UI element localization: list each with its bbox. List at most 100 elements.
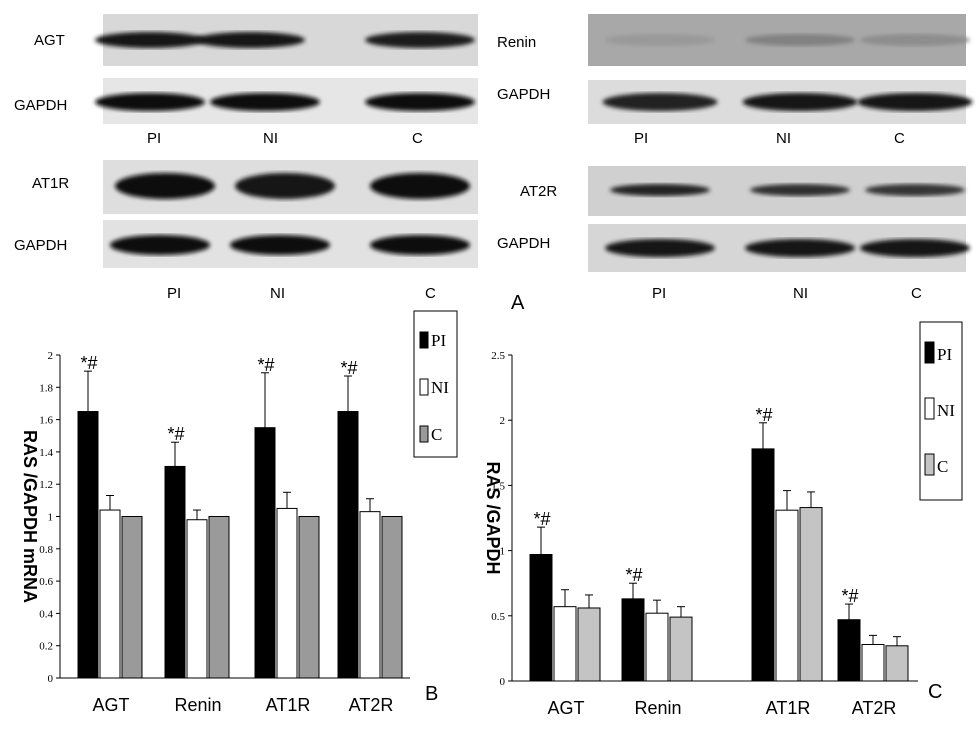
bar-pi-agt [529, 554, 553, 682]
lane-label-c: C [894, 130, 905, 147]
legend-c: PI NI C [919, 321, 963, 501]
x-category-renin: Renin [174, 695, 221, 715]
y-tick-label: 2 [48, 350, 54, 362]
y-axis-label: RAS /GAPDH [483, 461, 503, 574]
y-tick-label: 1.2 [39, 479, 53, 491]
bar-pi-renin [164, 465, 186, 679]
bar-ni-at2r [359, 511, 381, 679]
bar-c-at2r [381, 516, 403, 679]
y-tick-label: 1.4 [39, 447, 53, 459]
blot-band [602, 93, 718, 111]
lane-label-c: C [425, 285, 436, 302]
blot-band [860, 34, 970, 46]
blot-strip-agt [95, 14, 478, 66]
significance-mark: *# [841, 586, 858, 606]
legend-label-c: C [431, 425, 442, 444]
bar-pi-renin [621, 598, 645, 682]
significance-mark: *# [167, 424, 184, 444]
blot-band [857, 93, 973, 111]
blot-label-gapdh: GAPDH [497, 86, 550, 103]
y-tick-label: 1.8 [39, 382, 53, 394]
bar-ni-renin [645, 612, 669, 682]
lane-label-pi: PI [167, 285, 181, 302]
blot-band [95, 93, 205, 111]
blot-strip-gapdh-1 [95, 78, 478, 124]
blot-label-gapdh: GAPDH [14, 237, 67, 254]
bar-pi-at1r [254, 427, 276, 679]
blot-label-at1r: AT1R [32, 175, 69, 192]
blot-label-gapdh: GAPDH [497, 235, 550, 252]
blot-band [865, 184, 965, 196]
legend-swatch-pi [419, 331, 429, 349]
legend-swatch-ni [924, 397, 935, 420]
legend-swatch-pi [924, 341, 935, 364]
bar-ni-renin [186, 519, 208, 679]
x-category-agt: AGT [547, 698, 584, 718]
y-tick-label: 1 [500, 546, 506, 558]
blot-band [230, 235, 330, 255]
y-tick-label: 1.6 [39, 415, 53, 427]
bar-c-at1r [799, 507, 823, 682]
legend-swatch-c [924, 453, 935, 476]
panel-letter-a: A [511, 292, 525, 314]
y-tick-label: 0 [48, 673, 54, 685]
bar-c-at2r [885, 645, 909, 682]
bar-pi-at2r [837, 619, 861, 682]
lane-label-c: C [911, 285, 922, 302]
bar-ni-at2r [861, 643, 885, 682]
bar-c-renin [208, 516, 230, 679]
x-category-at1r: AT1R [766, 698, 811, 718]
bar-pi-at2r [337, 411, 359, 679]
lane-label-c: C [412, 130, 423, 147]
significance-mark: *# [80, 353, 97, 373]
significance-mark: *# [257, 355, 274, 375]
blot-band [745, 34, 855, 46]
blot-band [365, 32, 475, 48]
legend-swatch-ni [419, 378, 429, 396]
legend-label-c: C [937, 457, 948, 476]
lane-label-ni: NI [263, 130, 278, 147]
bar-c-agt [577, 607, 601, 682]
blot-band [195, 32, 305, 48]
lane-label-pi: PI [147, 130, 161, 147]
blot-band [610, 184, 710, 196]
blot-band [210, 93, 320, 111]
blot-label-renin: Renin [497, 34, 536, 51]
y-tick-label: 2.5 [491, 350, 505, 362]
bar-c-agt [121, 516, 143, 679]
bar-ni-agt [99, 509, 121, 679]
blot-strip-gapdh-2 [103, 220, 478, 268]
x-category-renin: Renin [634, 698, 681, 718]
blot-band [860, 239, 970, 257]
blot-label-agt: AGT [34, 32, 65, 49]
lane-label-ni: NI [776, 130, 791, 147]
bar-ni-at1r [775, 509, 799, 682]
lane-label-ni: NI [270, 285, 285, 302]
y-tick-label: 0 [500, 676, 506, 688]
legend-swatch-c [419, 425, 429, 443]
blot-band [370, 235, 470, 255]
y-tick-label: 1 [48, 512, 54, 524]
significance-mark: *# [533, 509, 550, 529]
y-tick-label: 0.4 [39, 608, 53, 620]
y-tick-label: 0.2 [39, 641, 53, 653]
blot-band [742, 93, 858, 111]
blot-band [95, 32, 205, 48]
western-blot-panel: AGT GAPDH AT1R GAPDH Renin GAPDH AT2R GA… [14, 14, 973, 314]
bar-ni-at1r [276, 507, 298, 679]
significance-mark: *# [340, 358, 357, 378]
blot-band [745, 239, 855, 257]
y-tick-label: 0.6 [39, 576, 53, 588]
y-tick-label: 1.5 [491, 480, 505, 492]
panel-letter-c: C [928, 681, 942, 703]
blot-strip-at2r [588, 166, 966, 216]
blot-band [605, 34, 715, 46]
bar-ni-agt [553, 606, 577, 682]
blot-band [750, 184, 850, 196]
legend-label-ni: NI [937, 401, 955, 420]
blot-strip-gapdh-4 [588, 224, 970, 272]
lane-label-pi: PI [652, 285, 666, 302]
blot-band [370, 173, 470, 199]
blot-label-at2r: AT2R [520, 183, 557, 200]
